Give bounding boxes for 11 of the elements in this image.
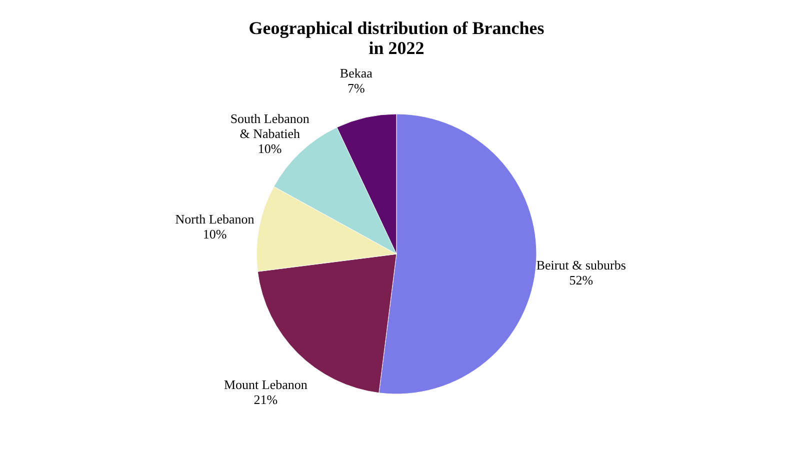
slice-label: South Lebanon & Nabatieh — [230, 111, 310, 142]
data-label: 10% — [258, 141, 282, 156]
slice-label: Bekaa — [340, 65, 373, 80]
data-label: 7% — [347, 80, 365, 96]
data-label: 52% — [569, 272, 594, 288]
slice-label: North Lebanon — [175, 211, 255, 226]
slice-label: Beirut & suburbs — [536, 258, 626, 273]
data-label: 10% — [202, 226, 227, 242]
slice-label: Mount Lebanon — [224, 376, 308, 392]
data-label: 21% — [254, 392, 278, 407]
chart-title: Geographical distribution of Branches in 2022 — [248, 18, 544, 58]
